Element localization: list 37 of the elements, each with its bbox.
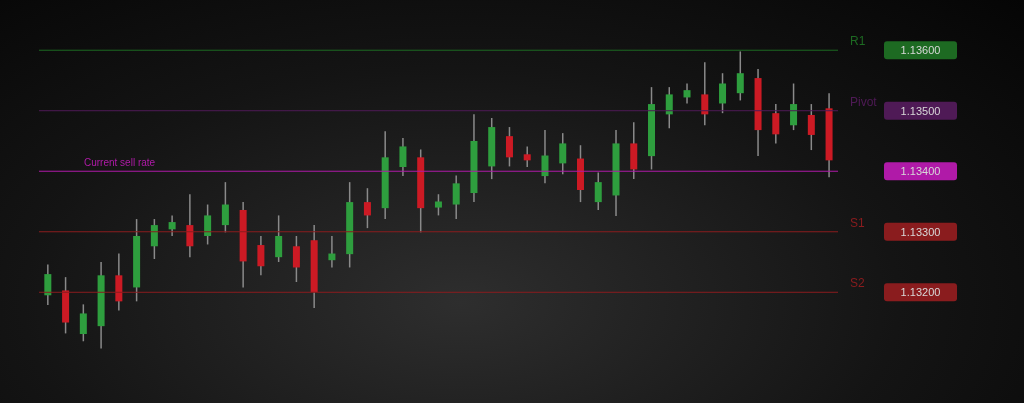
candlestick bbox=[505, 126, 513, 168]
candlestick bbox=[736, 50, 744, 102]
candlestick bbox=[186, 193, 194, 258]
candlestick bbox=[275, 214, 283, 263]
ref-line-label: Current sell rate bbox=[84, 157, 156, 169]
y-tick-label: 1.13400 bbox=[900, 165, 941, 178]
candlestick bbox=[221, 181, 229, 234]
candlestick bbox=[204, 203, 212, 246]
candlestick bbox=[701, 61, 709, 127]
candlestick bbox=[79, 303, 87, 343]
candlestick bbox=[44, 263, 52, 306]
ref-line-label: R1 bbox=[850, 34, 866, 49]
candlestick bbox=[452, 174, 460, 220]
candlestick bbox=[683, 82, 691, 105]
candlestick bbox=[594, 171, 602, 211]
ref-line-label: S2 bbox=[850, 276, 865, 291]
candlestick bbox=[559, 132, 567, 176]
candlestick bbox=[523, 145, 531, 168]
y-tick-label: 1.13200 bbox=[900, 286, 941, 299]
ref-line-label: S1 bbox=[850, 215, 865, 230]
candlestick bbox=[168, 214, 176, 237]
candlestick bbox=[399, 137, 407, 177]
candlestick bbox=[719, 72, 727, 114]
y-tick-label: 1.13500 bbox=[900, 104, 941, 117]
candlestick bbox=[434, 193, 442, 217]
ref-line-label: Pivot bbox=[850, 94, 878, 109]
candlestick bbox=[807, 103, 815, 151]
candlestick bbox=[257, 235, 265, 277]
candlestick bbox=[292, 235, 300, 283]
candlestick bbox=[541, 129, 549, 185]
y-tick-label: 1.13600 bbox=[900, 44, 941, 57]
candlestick bbox=[363, 187, 371, 229]
candlestick bbox=[150, 218, 158, 260]
candlestick bbox=[772, 103, 780, 145]
y-tick-label: 1.13300 bbox=[900, 225, 941, 238]
candlestick bbox=[665, 86, 673, 130]
candlestick bbox=[790, 82, 798, 131]
